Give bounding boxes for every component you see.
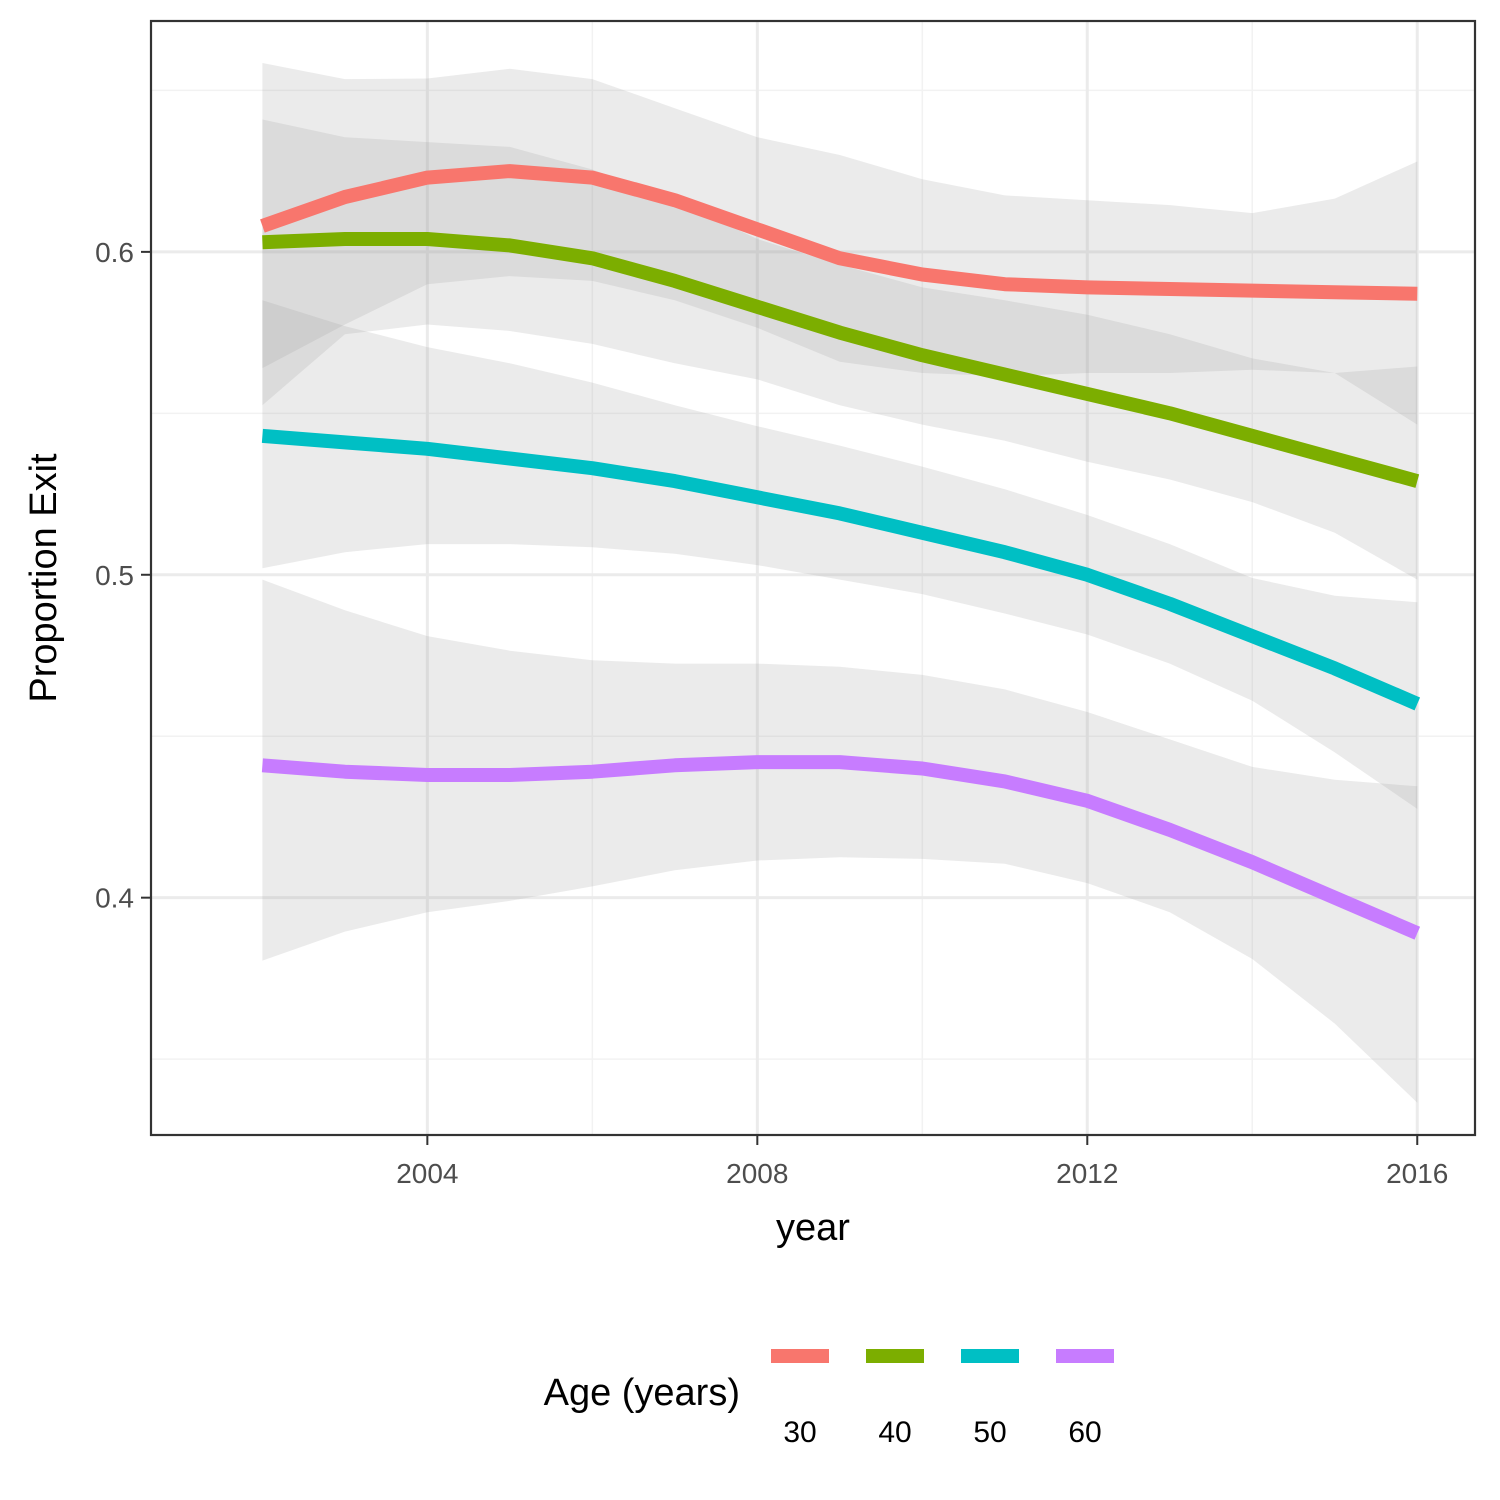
legend-title: Age (years) [544,1372,740,1414]
x-tick-label: 2004 [396,1158,458,1189]
confidence-bands [262,63,1418,1103]
legend-label-30: 30 [783,1416,816,1449]
x-axis-title: year [776,1207,850,1249]
legend-items: 30 40 50 60 [771,1349,1114,1449]
plot-panel [151,21,1475,1135]
confidence-band-60 [262,579,1418,1103]
series-line-40 [262,232,1420,488]
confidence-band-30 [262,63,1418,425]
axes: 2004 2008 2012 2016 0.4 0.5 0.6 [95,237,1448,1189]
legend-label-40: 40 [878,1416,911,1449]
series-line-30 [260,164,1418,301]
y-axis-title: Proportion Exit [23,453,65,703]
legend-label-50: 50 [973,1416,1006,1449]
series-lines [260,164,1421,940]
x-tick-label: 2012 [1056,1158,1118,1189]
y-tick-label: 0.5 [95,560,134,591]
legend-label-60: 60 [1068,1416,1101,1449]
grid-lines [151,21,1475,1135]
x-tick-label: 2016 [1386,1158,1448,1189]
y-tick-label: 0.6 [95,237,134,268]
x-tick-label: 2008 [726,1158,788,1189]
plot-border [149,19,1477,1137]
series-line-60 [261,755,1421,940]
confidence-band-40 [262,119,1418,580]
legend: Age (years) 30 40 50 60 [544,1349,1114,1449]
y-tick-label: 0.4 [95,883,134,914]
series-line-50 [261,428,1421,711]
confidence-band-50 [262,300,1418,809]
